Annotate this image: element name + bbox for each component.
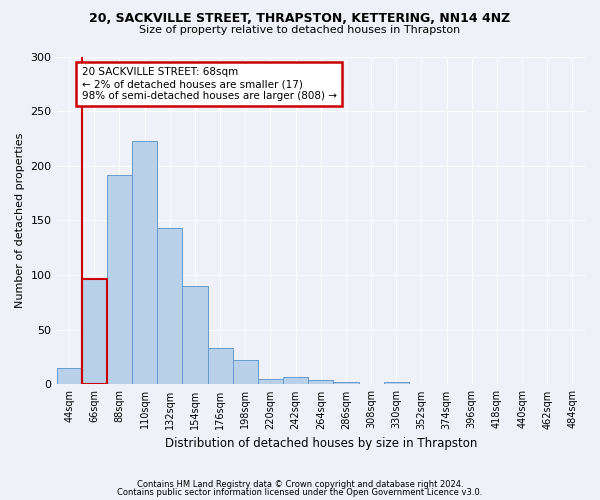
Bar [132, 140, 157, 384]
Bar [82, 280, 107, 384]
Bar [308, 380, 334, 384]
Bar [258, 379, 283, 384]
Text: Contains public sector information licensed under the Open Government Licence v3: Contains public sector information licen… [118, 488, 482, 497]
Text: 20 SACKVILLE STREET: 68sqm
← 2% of detached houses are smaller (17)
98% of semi-: 20 SACKVILLE STREET: 68sqm ← 2% of detac… [82, 68, 337, 100]
Bar [383, 382, 409, 384]
Bar [157, 228, 182, 384]
Y-axis label: Number of detached properties: Number of detached properties [15, 133, 25, 308]
Bar [283, 377, 308, 384]
Text: Contains HM Land Registry data © Crown copyright and database right 2024.: Contains HM Land Registry data © Crown c… [137, 480, 463, 489]
Bar [107, 174, 132, 384]
Bar [182, 286, 208, 384]
Bar [334, 382, 359, 384]
X-axis label: Distribution of detached houses by size in Thrapston: Distribution of detached houses by size … [164, 437, 477, 450]
Bar [82, 280, 107, 384]
Bar [208, 348, 233, 384]
Text: 20, SACKVILLE STREET, THRAPSTON, KETTERING, NN14 4NZ: 20, SACKVILLE STREET, THRAPSTON, KETTERI… [89, 12, 511, 26]
Bar [233, 360, 258, 384]
Bar [56, 368, 82, 384]
Text: Size of property relative to detached houses in Thrapston: Size of property relative to detached ho… [139, 25, 461, 35]
